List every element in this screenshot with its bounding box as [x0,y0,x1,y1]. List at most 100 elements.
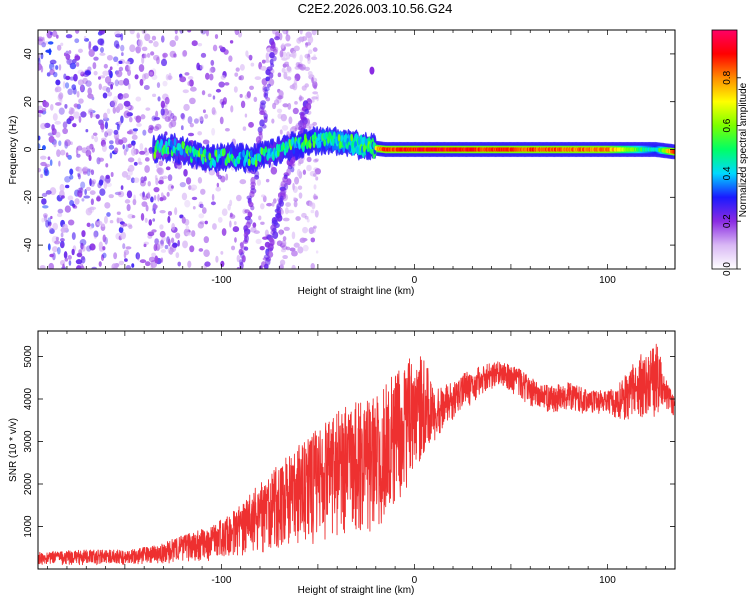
spectrogram-noise-blob [117,190,125,198]
spectrogram-noise-blob [121,170,129,178]
spectrogram-noise-blob [153,195,157,201]
spectrogram-noise-blob [92,132,98,137]
spectrogram-noise-blob [90,180,95,187]
spectrogram-noise-blob [44,164,48,172]
spectrogram-noise-blob [116,60,120,67]
spectrogram-noise-blob [234,72,239,77]
spectrogram-trace-core [312,140,316,149]
spectrogram-noise-blob [285,66,292,74]
spectrogram-noise-blob [182,49,188,57]
spectrogram-noise-blob [279,129,283,135]
spectrogram-noise-blob [65,50,69,55]
spectrogram-plot-area [38,30,675,269]
spectrogram-noise-blob [160,58,168,67]
spectrogram-trace-core [264,146,268,154]
spectrogram-noise-blob [177,239,180,247]
spectrogram-noise-blob [81,198,85,202]
spectrogram-noise-blob [212,223,217,230]
spectrogram-noise-blob [164,96,170,105]
spectrogram-noise-blob [49,228,55,235]
spectrogram-noise-blob [100,254,105,261]
spectrogram-noise-blob [144,157,150,162]
spectrogram-noise-blob [171,223,176,231]
spectrogram-noise-blob [210,66,216,73]
spectrogram-noise-blob [49,159,53,167]
spectrogram-noise-blob [277,113,283,119]
spectrogram-noise-blob [247,55,253,59]
spectrogram-noise-blob [311,226,316,234]
spectrogram-noise-blob [93,230,98,239]
spectrogram-streak-blob [268,72,274,79]
spectrogram-noise-blob [168,248,174,255]
spectrogram-noise-blob [220,260,225,268]
spectrogram-noise-blob [68,260,72,266]
spectrogram-noise-blob [156,56,160,65]
spectrogram-noise-blob [123,110,131,119]
spectrogram-noise-blob [210,59,215,66]
spectrogram-noise-blob [40,52,44,60]
spectrogram-noise-blob [113,40,120,48]
spectrogram-noise-blob [180,125,184,131]
spectrogram-noise-blob [219,116,224,125]
spectrogram-noise-blob [59,149,66,156]
spectrogram-noise-blob [75,62,80,67]
spectrogram-noise-blob [156,167,162,174]
spectrogram-noise-blob [282,255,288,260]
spectrogram-noise-blob [296,168,301,177]
spectrogram-noise-blob [302,226,309,234]
spectrogram-noise-blob [96,196,101,202]
spectrogram-noise-blob [140,212,145,221]
spectrogram-noise-blob [155,110,159,118]
spectrogram-noise-blob [312,47,318,52]
spectrogram-trace-core [195,149,199,158]
spectrogram-streak-blob [259,110,266,116]
spectrogram-noise-blob [99,47,105,53]
spectrogram-noise-blob [230,105,234,113]
spectrogram-noise-blob [190,86,197,92]
spectrogram-noise-blob [277,72,282,78]
spectrogram-noise-blob [72,205,78,209]
spectrogram-noise-blob [100,122,105,130]
spectrogram-noise-blob [308,49,313,55]
spectrogram-trace-core [356,146,359,154]
spectrogram-noise-blob [224,128,230,132]
spectrogram-noise-blob [95,114,100,119]
spectrogram-noise-blob [94,135,99,143]
spectrogram-noise-blob [77,48,83,53]
spectrogram-noise-blob [76,153,81,158]
spectrogram-noise-blob [110,84,114,90]
snr-y-tick-label-4: 5000 [23,345,34,368]
snr-y-tick-label-3: 4000 [23,387,34,410]
spectrogram-noise-blob [281,67,286,73]
spectrogram-streak-blob [243,246,249,251]
spectrogram-noise-blob [77,187,84,194]
spectrogram-noise-blob [260,65,267,71]
spectrogram-noise-blob [142,129,147,136]
spectrogram-noise-blob [200,52,207,58]
spectrogram-trace-core [261,156,265,165]
spectrogram-noise-blob [298,192,303,199]
spectrogram-noise-blob [51,128,57,136]
spectrogram-noise-blob [55,65,59,70]
spectrogram-noise-blob [104,176,111,184]
spectrogram-noise-blob [203,249,210,257]
spectrogram-noise-blob [59,183,65,192]
spectrogram-noise-blob [129,44,136,53]
spectrogram-noise-blob [254,76,262,81]
spectrogram-noise-blob [77,69,85,75]
spectrogram-noise-blob [159,196,164,202]
figure-title: C2E2.2026.003.10.56.G24 [298,1,453,16]
spectrogram-noise-blob [132,198,137,206]
spectrogram-y-tick-label-4: 40 [23,48,34,60]
spectrogram-x-tick-label-0: -100 [211,275,231,286]
spectrogram-noise-blob [58,140,62,147]
spectrogram-streak-blob [236,266,241,269]
spectrogram-noise-blob [131,140,136,146]
spectrogram-noise-blob [221,208,228,217]
spectrogram-noise-blob [78,98,84,104]
spectrogram-noise-blob [270,166,278,175]
spectrogram-noise-blob [48,135,55,143]
spectrogram-noise-blob [127,68,132,77]
spectrogram-noise-blob [282,30,289,35]
spectrogram-noise-blob [283,114,287,121]
